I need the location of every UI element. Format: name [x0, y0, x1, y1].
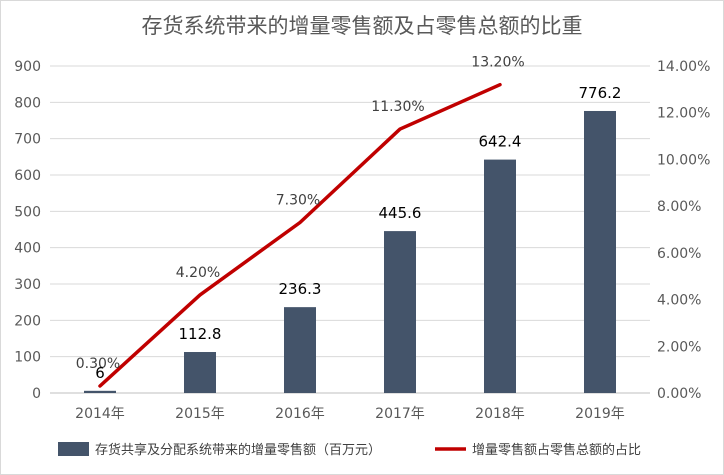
- y-left-tick-label: 900: [14, 59, 41, 75]
- line-data-label: 13.20%: [471, 55, 524, 71]
- y-right-tick-label: 6.00%: [657, 246, 701, 262]
- y-left-tick-label: 800: [14, 95, 41, 111]
- bar-data-label: 112.8: [179, 325, 222, 343]
- y-left-tick-label: 500: [14, 204, 41, 220]
- bar: [84, 390, 116, 393]
- y-right-tick-label: 0.00%: [657, 386, 701, 402]
- y-right-tick-label: 2.00%: [657, 339, 701, 355]
- bar: [184, 352, 216, 393]
- bar: [284, 307, 316, 393]
- x-tick-label: 2019年: [575, 406, 625, 422]
- y-right-tick-label: 10.00%: [657, 152, 710, 168]
- x-tick-label: 2017年: [375, 406, 425, 422]
- y-left-tick-label: 700: [14, 132, 41, 148]
- legend-label-line: 增量零售额占零售总额的占比: [472, 442, 641, 458]
- y-left-tick-label: 0: [32, 386, 41, 402]
- bar: [484, 159, 516, 393]
- x-tick-label: 2018年: [475, 406, 525, 422]
- bar: [384, 231, 416, 393]
- y-right-tick-label: 8.00%: [657, 199, 701, 215]
- y-right-tick-label: 12.00%: [657, 106, 710, 122]
- x-tick-label: 2015年: [175, 406, 225, 422]
- y-right-tick-label: 14.00%: [657, 59, 710, 75]
- chart-title: 存货系统带来的增量零售额及占零售总额的比重: [141, 14, 583, 38]
- legend-swatch-bars: [58, 442, 89, 456]
- bar-data-label: 445.6: [379, 204, 422, 222]
- y-left-tick-label: 300: [14, 277, 41, 293]
- y-left-tick-label: 100: [14, 350, 41, 366]
- bar: [584, 110, 616, 394]
- line-data-label: 7.30%: [276, 192, 320, 208]
- legend-label-bars: 存货共享及分配系统带来的增量零售额（百万元）: [95, 442, 381, 458]
- line-data-label: 11.30%: [371, 99, 424, 115]
- bar-data-label: 642.4: [479, 133, 522, 151]
- y-left-tick-label: 600: [14, 168, 41, 184]
- bar-data-label: 776.2: [579, 84, 622, 102]
- line-data-label: 4.20%: [176, 265, 220, 281]
- y-right-tick-label: 4.00%: [657, 293, 701, 309]
- y-left-tick-label: 400: [14, 241, 41, 257]
- line-data-label: 0.30%: [76, 356, 120, 372]
- y-left-tick-label: 200: [14, 313, 41, 329]
- bar-data-label: 6: [95, 364, 105, 382]
- bar-data-label: 236.3: [279, 280, 322, 298]
- x-tick-label: 2016年: [275, 406, 325, 422]
- x-tick-label: 2014年: [75, 406, 125, 422]
